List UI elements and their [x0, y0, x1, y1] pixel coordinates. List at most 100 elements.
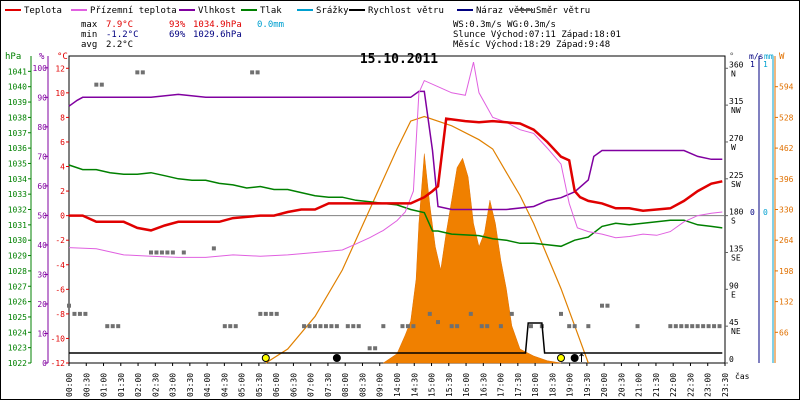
pressure-tick-label: 1038: [8, 113, 27, 122]
x-tick-label: 14:00: [393, 373, 402, 397]
direction-compass-label: SW: [731, 180, 741, 189]
wind-direction-dot: [72, 311, 77, 316]
pressure-tick-label: 1037: [8, 129, 27, 138]
wind-direction-dot: [436, 320, 440, 325]
sunset-icon: [557, 354, 565, 362]
wind-direction-dot: [572, 324, 577, 329]
pressure-tick-label: 1024: [8, 328, 27, 337]
info-line: WS:0.3m/s WG:0.3m/s: [453, 20, 556, 30]
x-tick-label: 06:30: [289, 373, 298, 397]
direction-compass-label: NE: [731, 327, 741, 336]
direction-compass-label: E: [731, 290, 736, 299]
series-wind-speed: [69, 322, 723, 354]
wind-direction-dot: [165, 250, 170, 255]
rain-unit: mm: [764, 52, 774, 61]
wind-direction-dot: [586, 324, 591, 329]
series-solar-radiation: [382, 153, 562, 364]
x-tick-label: 02:30: [151, 373, 160, 397]
pressure-tick-label: 1034: [8, 175, 27, 184]
pressure-tick-label: 1028: [8, 267, 27, 276]
legend-label: Rychlost větru: [368, 6, 444, 16]
direction-tick-label: 225: [729, 171, 744, 180]
temperature-tick-label: -4: [55, 261, 65, 270]
pressure-tick-label: 1025: [8, 313, 27, 322]
x-tick-label: 05:00: [238, 373, 247, 397]
wind-direction-dot: [228, 324, 233, 329]
wind-direction-dot: [485, 324, 490, 329]
stats-temp: 7.9°C: [106, 20, 133, 30]
direction-tick-label: 180: [729, 208, 744, 217]
series-ground-temperature: [68, 61, 723, 258]
direction-tick-label: 135: [729, 244, 744, 253]
legend-label: Teplota: [24, 6, 62, 16]
x-tick-label: 17:30: [514, 373, 523, 397]
temperature-tick-label: -10: [51, 334, 66, 343]
humidity-tick-label: 70: [37, 152, 47, 161]
x-tick-label: 09:00: [376, 373, 385, 397]
direction-tick-label: 45: [729, 318, 739, 327]
wind-direction-dot: [367, 346, 372, 351]
wind-direction-dot: [323, 324, 328, 329]
pressure-tick-label: 1035: [8, 159, 27, 168]
wind-direction-dot: [400, 324, 405, 329]
temperature-tick-label: -12: [51, 359, 66, 368]
radiation-tick-label: 528: [779, 113, 794, 122]
temperature-tick-label: 0: [60, 212, 65, 221]
x-tick-label: 08:30: [358, 373, 367, 397]
x-tick-label: 21:30: [652, 373, 661, 397]
pressure-tick-label: 1033: [8, 190, 27, 199]
wind-direction-dot: [149, 250, 153, 255]
pressure-tick-label: 1032: [8, 206, 27, 215]
wind-direction-dot: [94, 82, 99, 87]
humidity-unit: %: [39, 52, 45, 62]
wind-direction-dot: [258, 311, 263, 316]
stats-label: avg: [81, 40, 97, 50]
wind-direction-dot: [498, 324, 503, 329]
direction-tick-label: 315: [729, 97, 744, 106]
humidity-tick-label: 30: [37, 270, 47, 279]
pressure-tick-label: 1030: [8, 236, 27, 245]
stats-humidity: 93%: [169, 20, 186, 30]
pressure-tick-label: 1039: [8, 98, 27, 107]
wind-direction-dot: [695, 324, 700, 329]
pressure-tick-label: 1023: [8, 344, 27, 353]
x-axis: 00:00 00:30 01:00 01:30 02:00 02:30 03:00 03:30…: [65, 363, 750, 397]
x-tick-label: 03:30: [186, 373, 195, 397]
humidity-tick-label: 60: [37, 182, 47, 191]
humidity-tick-label: 40: [37, 241, 47, 250]
wind-direction-dot: [181, 250, 186, 255]
humidity-tick-label: 10: [37, 329, 47, 338]
wind-direction-dot: [140, 70, 145, 75]
stats-temp: -1.2°C: [106, 30, 139, 40]
wind-direction-dot: [690, 324, 695, 329]
humidity-tick-label: 20: [37, 300, 47, 309]
wind-direction-dot: [110, 324, 115, 329]
humidity-tick-label: 50: [37, 211, 47, 220]
series-temperature: [69, 117, 723, 232]
pressure-tick-label: 1041: [8, 67, 27, 76]
wind-direction-dot: [263, 311, 268, 316]
sunrise-icon: [261, 354, 270, 362]
wind-direction-dot: [605, 303, 610, 308]
x-tick-label: 17:00: [497, 373, 506, 397]
wind-direction-dot: [329, 324, 334, 329]
direction-compass-label: W: [731, 143, 736, 152]
stats-label: max: [81, 20, 98, 30]
series-solar-theoretical: [265, 115, 589, 364]
wind-direction-dot: [706, 324, 711, 329]
direction-compass-label: SE: [731, 253, 741, 262]
radiation-tick-label: 594: [779, 83, 794, 92]
rain-tick-label: 1: [763, 60, 768, 69]
wind-direction-dot: [673, 324, 678, 329]
wind-direction-dot: [105, 324, 110, 329]
wind-direction-dot: [701, 324, 706, 329]
x-tick-label: 02:00: [134, 373, 143, 397]
temperature-tick-label: 6: [60, 138, 65, 147]
wind-direction-dot: [668, 324, 673, 329]
wind-direction-dot: [351, 324, 356, 329]
wind-direction-dot: [77, 311, 82, 316]
wind-tick-label: 0: [750, 208, 755, 217]
x-tick-label: 03:00: [169, 373, 178, 397]
x-tick-label: 06:00: [272, 373, 281, 397]
